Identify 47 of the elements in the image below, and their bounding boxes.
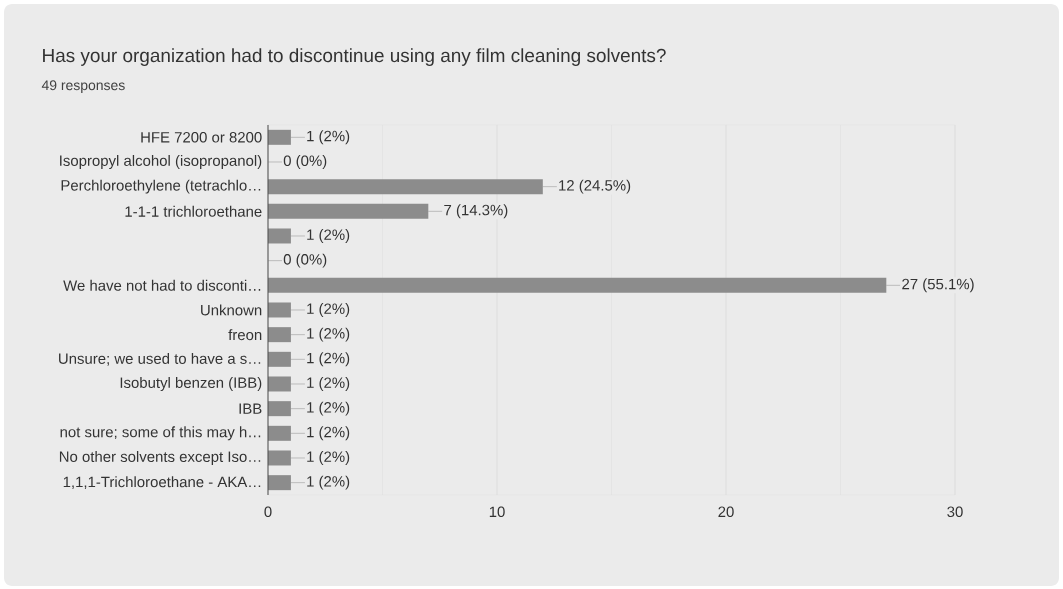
data-label: 12 (24.5%) (559, 179, 631, 194)
y-tick-label: HFE 7200 or 8200 (141, 132, 262, 143)
bar (268, 401, 291, 417)
x-tick-label: 10 (489, 506, 505, 518)
y-tick-label: We have not had to disconti… (63, 279, 261, 291)
y-tick-label: 1,1,1-Trichloroethane - AKA… (63, 476, 261, 490)
y-tick-label: Isopropyl alcohol (isopropanol) (60, 155, 262, 169)
y-tick-label: freon (228, 329, 262, 341)
y-tick-label: No other solvents except Iso… (59, 451, 261, 465)
data-label: 1 (2%) (307, 352, 350, 367)
y-tick-label: IBB (239, 403, 262, 414)
bar (268, 302, 291, 318)
data-label: 1 (2%) (307, 426, 350, 441)
y-tick-label: Unknown (201, 304, 262, 316)
text: 49 responses (41, 80, 125, 93)
data-label: 1 (2%) (307, 327, 350, 342)
data-label: 1 (2%) (307, 229, 350, 243)
chart-title: Has your organization had to discontinue using any film cleaning solvents? (43, 48, 666, 66)
bar (268, 327, 291, 343)
y-tick-label: Unsure; we used to have a s… (59, 352, 261, 366)
data-label: 1 (2%) (307, 130, 350, 145)
bar (268, 475, 291, 491)
bar (268, 351, 291, 367)
data-label: 1 (2%) (307, 303, 350, 317)
bar (268, 179, 543, 195)
bar (268, 425, 291, 441)
data-label: 1 (2%) (307, 475, 350, 490)
data-label: 0 (0%) (283, 155, 327, 169)
bar (268, 277, 887, 293)
y-tick-label: Perchloroethylene (tetrachlo… (61, 179, 261, 194)
y-tick-label: Isobutyl benzen (IBB) (120, 377, 262, 391)
bar (268, 376, 291, 392)
x-tick-label: 20 (718, 506, 734, 518)
data-label: 1 (2%) (307, 377, 350, 391)
data-label: 1 (2%) (307, 451, 350, 465)
data-label: 1 (2%) (307, 401, 350, 416)
x-tick-label: 0 (264, 506, 272, 518)
x-tick-label: 30 (947, 506, 963, 518)
bar (268, 129, 291, 145)
data-label: 7 (14.3%) (444, 204, 508, 219)
bar (268, 203, 429, 219)
bar (268, 228, 291, 244)
y-tick-label: 1-1-1 trichloroethane (125, 205, 262, 217)
y-tick-label: not sure; some of this may h… (60, 426, 261, 441)
data-label: 27 (55.1%) (902, 278, 974, 293)
bar (268, 450, 291, 466)
data-label: 0 (0%) (283, 253, 327, 268)
